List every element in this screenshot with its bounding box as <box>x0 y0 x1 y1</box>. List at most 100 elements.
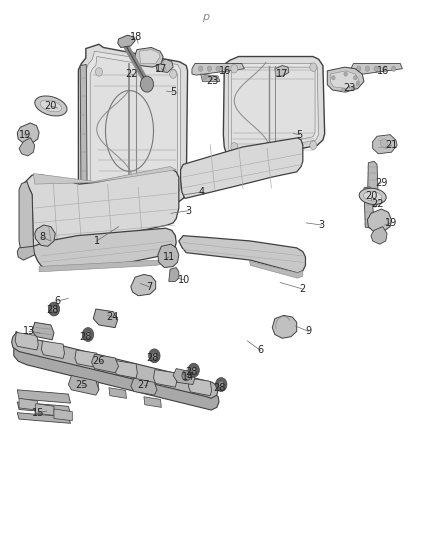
Circle shape <box>85 332 91 338</box>
Polygon shape <box>118 35 135 47</box>
Polygon shape <box>179 236 305 273</box>
Polygon shape <box>367 161 378 207</box>
Circle shape <box>365 66 370 71</box>
Text: 6: 6 <box>54 296 60 306</box>
Polygon shape <box>33 166 176 184</box>
Polygon shape <box>90 56 177 200</box>
Circle shape <box>95 68 102 76</box>
Polygon shape <box>229 63 318 156</box>
Circle shape <box>203 76 207 80</box>
Circle shape <box>215 377 227 391</box>
Polygon shape <box>201 74 220 82</box>
Text: 16: 16 <box>377 66 389 76</box>
Polygon shape <box>39 256 174 272</box>
Ellipse shape <box>35 96 67 116</box>
Circle shape <box>225 66 229 71</box>
Circle shape <box>198 66 203 71</box>
Polygon shape <box>272 316 297 338</box>
Text: 23: 23 <box>206 77 219 86</box>
Polygon shape <box>131 378 157 395</box>
Polygon shape <box>17 246 35 260</box>
Circle shape <box>374 66 378 71</box>
Text: 18: 18 <box>130 32 142 42</box>
Polygon shape <box>180 138 303 198</box>
Circle shape <box>219 381 224 387</box>
Polygon shape <box>78 44 187 214</box>
Polygon shape <box>54 409 72 421</box>
Polygon shape <box>250 261 303 278</box>
Polygon shape <box>155 59 173 72</box>
Circle shape <box>310 63 317 71</box>
Circle shape <box>149 349 160 363</box>
Text: 3: 3 <box>318 220 325 230</box>
Circle shape <box>216 66 220 71</box>
Polygon shape <box>114 361 138 378</box>
Text: 19: 19 <box>385 218 398 228</box>
Polygon shape <box>15 333 38 350</box>
Circle shape <box>381 139 388 148</box>
Text: 3: 3 <box>185 206 191 216</box>
Polygon shape <box>93 309 118 328</box>
Polygon shape <box>14 344 219 410</box>
Circle shape <box>392 66 396 71</box>
Text: 1: 1 <box>94 236 100 246</box>
Text: 17: 17 <box>276 69 289 79</box>
Text: 10: 10 <box>178 275 190 285</box>
Text: 19: 19 <box>18 130 31 140</box>
Text: 28: 28 <box>80 332 92 342</box>
Polygon shape <box>330 71 359 88</box>
Text: 25: 25 <box>75 379 88 390</box>
Polygon shape <box>327 67 364 92</box>
Polygon shape <box>231 67 315 152</box>
Text: 15: 15 <box>32 408 44 418</box>
Polygon shape <box>41 341 64 359</box>
Polygon shape <box>80 64 87 196</box>
Text: 24: 24 <box>106 312 118 322</box>
Polygon shape <box>19 138 35 156</box>
Circle shape <box>344 72 347 76</box>
Polygon shape <box>35 225 55 246</box>
Text: 20: 20 <box>365 191 377 201</box>
Text: 28: 28 <box>186 367 198 377</box>
Circle shape <box>231 143 238 151</box>
Text: 5: 5 <box>297 130 303 140</box>
Text: 22: 22 <box>371 199 383 209</box>
Circle shape <box>141 76 153 92</box>
Text: 28: 28 <box>146 353 159 363</box>
Text: 21: 21 <box>385 140 398 150</box>
Circle shape <box>170 181 177 190</box>
Polygon shape <box>153 369 177 387</box>
Circle shape <box>51 306 57 312</box>
Text: 6: 6 <box>258 345 264 356</box>
Polygon shape <box>367 209 392 232</box>
Circle shape <box>48 302 60 316</box>
Text: 23: 23 <box>343 83 355 93</box>
Polygon shape <box>92 354 119 373</box>
Text: 17: 17 <box>155 64 168 74</box>
Polygon shape <box>131 274 155 296</box>
Text: 9: 9 <box>305 326 311 336</box>
Text: 28: 28 <box>214 383 226 393</box>
Polygon shape <box>19 181 33 252</box>
Polygon shape <box>373 135 397 154</box>
Circle shape <box>339 83 343 87</box>
Text: 27: 27 <box>138 379 150 390</box>
Text: 4: 4 <box>198 187 205 197</box>
Text: 28: 28 <box>46 305 58 315</box>
Text: 8: 8 <box>39 232 45 243</box>
Ellipse shape <box>359 188 386 204</box>
Circle shape <box>152 353 157 359</box>
Polygon shape <box>17 390 71 403</box>
Circle shape <box>356 81 360 85</box>
Circle shape <box>207 66 212 71</box>
Polygon shape <box>135 47 163 67</box>
Circle shape <box>353 76 357 80</box>
Circle shape <box>233 66 238 71</box>
Polygon shape <box>86 51 180 207</box>
Ellipse shape <box>364 191 382 201</box>
Circle shape <box>182 370 191 381</box>
Circle shape <box>350 83 353 87</box>
Text: 16: 16 <box>219 66 232 76</box>
Polygon shape <box>338 82 355 88</box>
Polygon shape <box>192 63 244 75</box>
